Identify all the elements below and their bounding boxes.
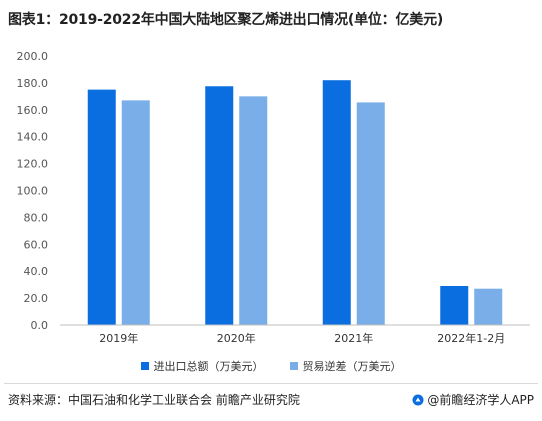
- legend-item-series-2: 贸易逆差（万美元）: [289, 358, 402, 374]
- y-tick-label: 80.0: [24, 211, 49, 224]
- brand-text: @前瞻经济学人APP: [427, 393, 534, 407]
- legend-item-series-1: 进出口总额（万美元）: [140, 358, 264, 374]
- y-tick-label: 160.0: [17, 104, 49, 117]
- y-tick-label: 60.0: [24, 238, 49, 251]
- x-tick-label: 2019年: [99, 331, 138, 345]
- y-tick-label: 120.0: [17, 158, 49, 171]
- brand-credit: @前瞻经济学人APP: [412, 391, 534, 408]
- y-tick-label: 140.0: [17, 131, 49, 144]
- footer-divider: [4, 383, 538, 384]
- bar-series-1: [440, 285, 469, 325]
- legend-label-series-1: 进出口总额（万美元）: [153, 360, 264, 373]
- y-tick-label: 40.0: [24, 265, 49, 278]
- x-tick-label: 2021年: [334, 331, 373, 345]
- y-tick-label: 200.0: [17, 50, 49, 63]
- brand-logo-icon: [412, 394, 424, 405]
- bar-series-1: [87, 89, 116, 325]
- y-axis-ticks: 0.0 20.0 40.0 60.0 80.0 100.0 120.0 140.0 160.0 1…: [17, 50, 49, 332]
- bar-series-2: [239, 96, 268, 325]
- bar-series-2: [356, 102, 385, 325]
- y-tick-label: 0.0: [31, 319, 49, 332]
- x-tick-label: 2020年: [217, 331, 256, 345]
- legend: 进出口总额（万美元） 贸易逆差（万美元）: [0, 358, 542, 374]
- y-tick-label: 180.0: [17, 77, 49, 90]
- bar-series-1: [322, 80, 351, 326]
- bar-series-1: [205, 86, 234, 325]
- bars: [87, 80, 503, 326]
- bar-series-2: [474, 288, 503, 325]
- bar-series-2: [121, 100, 150, 325]
- source-note: 资料来源：中国石油和化学工业联合会 前瞻产业研究院: [8, 393, 300, 407]
- x-axis-labels: 2019年 2020年 2021年 2022年1-2月: [99, 331, 505, 345]
- chart-title: 图表1：2019-2022年中国大陆地区聚乙烯进出口情况(单位：亿美元): [8, 12, 444, 28]
- y-tick-label: 100.0: [17, 185, 49, 198]
- legend-label-series-2: 贸易逆差（万美元）: [302, 360, 402, 373]
- legend-swatch-series-2: [289, 362, 298, 370]
- legend-swatch-series-1: [140, 362, 149, 370]
- x-tick-label: 2022年1-2月: [437, 331, 505, 345]
- y-tick-label: 20.0: [24, 292, 49, 305]
